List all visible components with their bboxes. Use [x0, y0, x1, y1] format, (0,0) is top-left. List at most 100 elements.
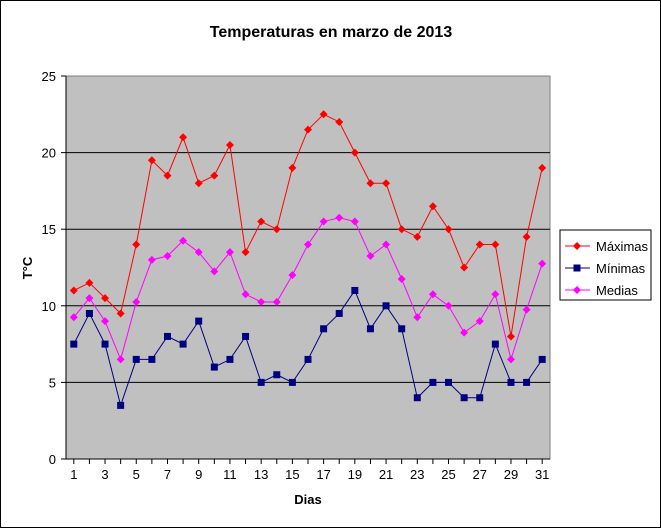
- x-axis-label: Dias: [294, 492, 321, 507]
- series-0-point-4: [132, 240, 141, 249]
- series-2-point-17: [335, 213, 344, 222]
- grid-lines: [66, 152, 550, 383]
- series-0-point-24: [444, 225, 453, 234]
- series-0: [69, 110, 547, 341]
- y-tick-label-1: 5: [49, 375, 56, 390]
- series-2-point-15: [304, 240, 312, 249]
- series-1-point-25: [460, 394, 468, 402]
- series-0-point-29: [522, 232, 531, 241]
- series-0-point-21: [397, 225, 406, 234]
- series-1-point-7: [179, 340, 187, 348]
- series-2-point-14: [288, 271, 297, 280]
- series-0-point-27: [491, 240, 500, 249]
- series-2-point-10: [225, 248, 234, 257]
- series-0-point-19: [366, 179, 375, 188]
- series-2-point-3: [116, 355, 125, 364]
- series-0-point-12: [257, 217, 266, 226]
- series-1-point-24: [445, 378, 453, 386]
- series-0-point-3: [116, 309, 125, 318]
- legend-label-0: Máximas: [596, 239, 649, 254]
- x-tick-label-10: 21: [379, 467, 393, 482]
- series-0-point-2: [101, 294, 110, 303]
- series-0-point-28: [506, 332, 515, 341]
- series-0-point-10: [225, 140, 234, 149]
- y-tick-label-2: 10: [42, 299, 56, 314]
- series-0-point-0: [69, 286, 78, 295]
- series-2-point-2: [101, 317, 110, 326]
- series-2-point-4: [132, 297, 141, 306]
- legend-label-1: Mínimas: [596, 261, 646, 276]
- x-tick-label-9: 19: [348, 467, 362, 482]
- series-0-point-6: [163, 171, 172, 180]
- series-1-point-1: [85, 309, 93, 317]
- series-2-point-21: [397, 274, 406, 283]
- series-2-point-13: [272, 297, 281, 306]
- plot-area: [65, 75, 551, 460]
- series-1-point-20: [382, 302, 390, 310]
- series-0-point-16: [319, 110, 328, 119]
- series-1-point-5: [148, 355, 156, 363]
- series-2-point-7: [179, 236, 188, 245]
- series-0-point-22: [413, 232, 422, 241]
- x-tick-label-12: 25: [441, 467, 455, 482]
- series-2-point-20: [382, 240, 391, 249]
- series-0-point-5: [147, 156, 156, 165]
- legend-marker-0: [573, 242, 581, 250]
- x-tick-label-0: 1: [70, 467, 77, 482]
- legend-marker-1: [573, 264, 581, 272]
- x-tick-label-8: 17: [316, 467, 330, 482]
- series-1-point-10: [226, 355, 234, 363]
- series-0-point-1: [85, 278, 94, 287]
- series-0-point-15: [304, 125, 312, 134]
- series-2-point-0: [69, 313, 78, 322]
- series-0-point-7: [179, 133, 188, 142]
- x-tick-label-5: 11: [223, 467, 237, 482]
- series-0-point-20: [382, 179, 391, 188]
- series-1-point-28: [507, 378, 515, 386]
- series-2: [69, 213, 547, 364]
- x-tick-label-11: 23: [410, 467, 424, 482]
- series-1-point-26: [476, 394, 484, 402]
- series-2-point-25: [460, 328, 469, 337]
- series-2-point-16: [319, 217, 328, 226]
- legend-marker-2: [573, 286, 581, 294]
- series-2-point-19: [366, 252, 375, 261]
- series-2-point-12: [257, 297, 266, 306]
- x-tick-label-13: 27: [473, 467, 487, 482]
- legend-label-2: Medias: [596, 283, 638, 298]
- series-1-point-4: [132, 355, 140, 363]
- series-2-point-18: [350, 217, 359, 226]
- series-1-point-0: [70, 340, 78, 348]
- series-1: [70, 286, 546, 409]
- series-0-point-13: [272, 225, 281, 234]
- series-1-point-18: [351, 286, 359, 294]
- series-2-point-27: [491, 290, 500, 299]
- series-2-point-8: [194, 248, 203, 257]
- series-1-point-16: [320, 325, 328, 333]
- series-1-point-15: [304, 355, 312, 363]
- series-0-point-11: [241, 248, 250, 257]
- x-tick-label-14: 29: [504, 467, 518, 482]
- series-0-point-26: [475, 240, 484, 249]
- series-1-point-21: [398, 325, 406, 333]
- x-tick-label-15: 31: [535, 467, 549, 482]
- x-tick-label-4: 9: [195, 467, 202, 482]
- y-tick-label-5: 25: [42, 69, 56, 84]
- series-2-point-23: [428, 290, 437, 299]
- series-layer: [69, 110, 547, 409]
- y-axis-label: T°C: [20, 256, 35, 279]
- series-0-point-9: [210, 171, 219, 180]
- x-tick-label-2: 5: [133, 467, 140, 482]
- series-2-point-5: [147, 255, 156, 264]
- series-1-point-14: [288, 378, 296, 386]
- series-1-point-27: [491, 340, 499, 348]
- series-2-point-9: [210, 267, 219, 276]
- series-0-point-18: [350, 148, 359, 157]
- series-1-point-8: [195, 317, 203, 325]
- x-tick-label-6: 13: [254, 467, 268, 482]
- series-1-point-22: [413, 394, 421, 402]
- series-2-point-6: [163, 252, 172, 261]
- series-1-point-30: [538, 355, 546, 363]
